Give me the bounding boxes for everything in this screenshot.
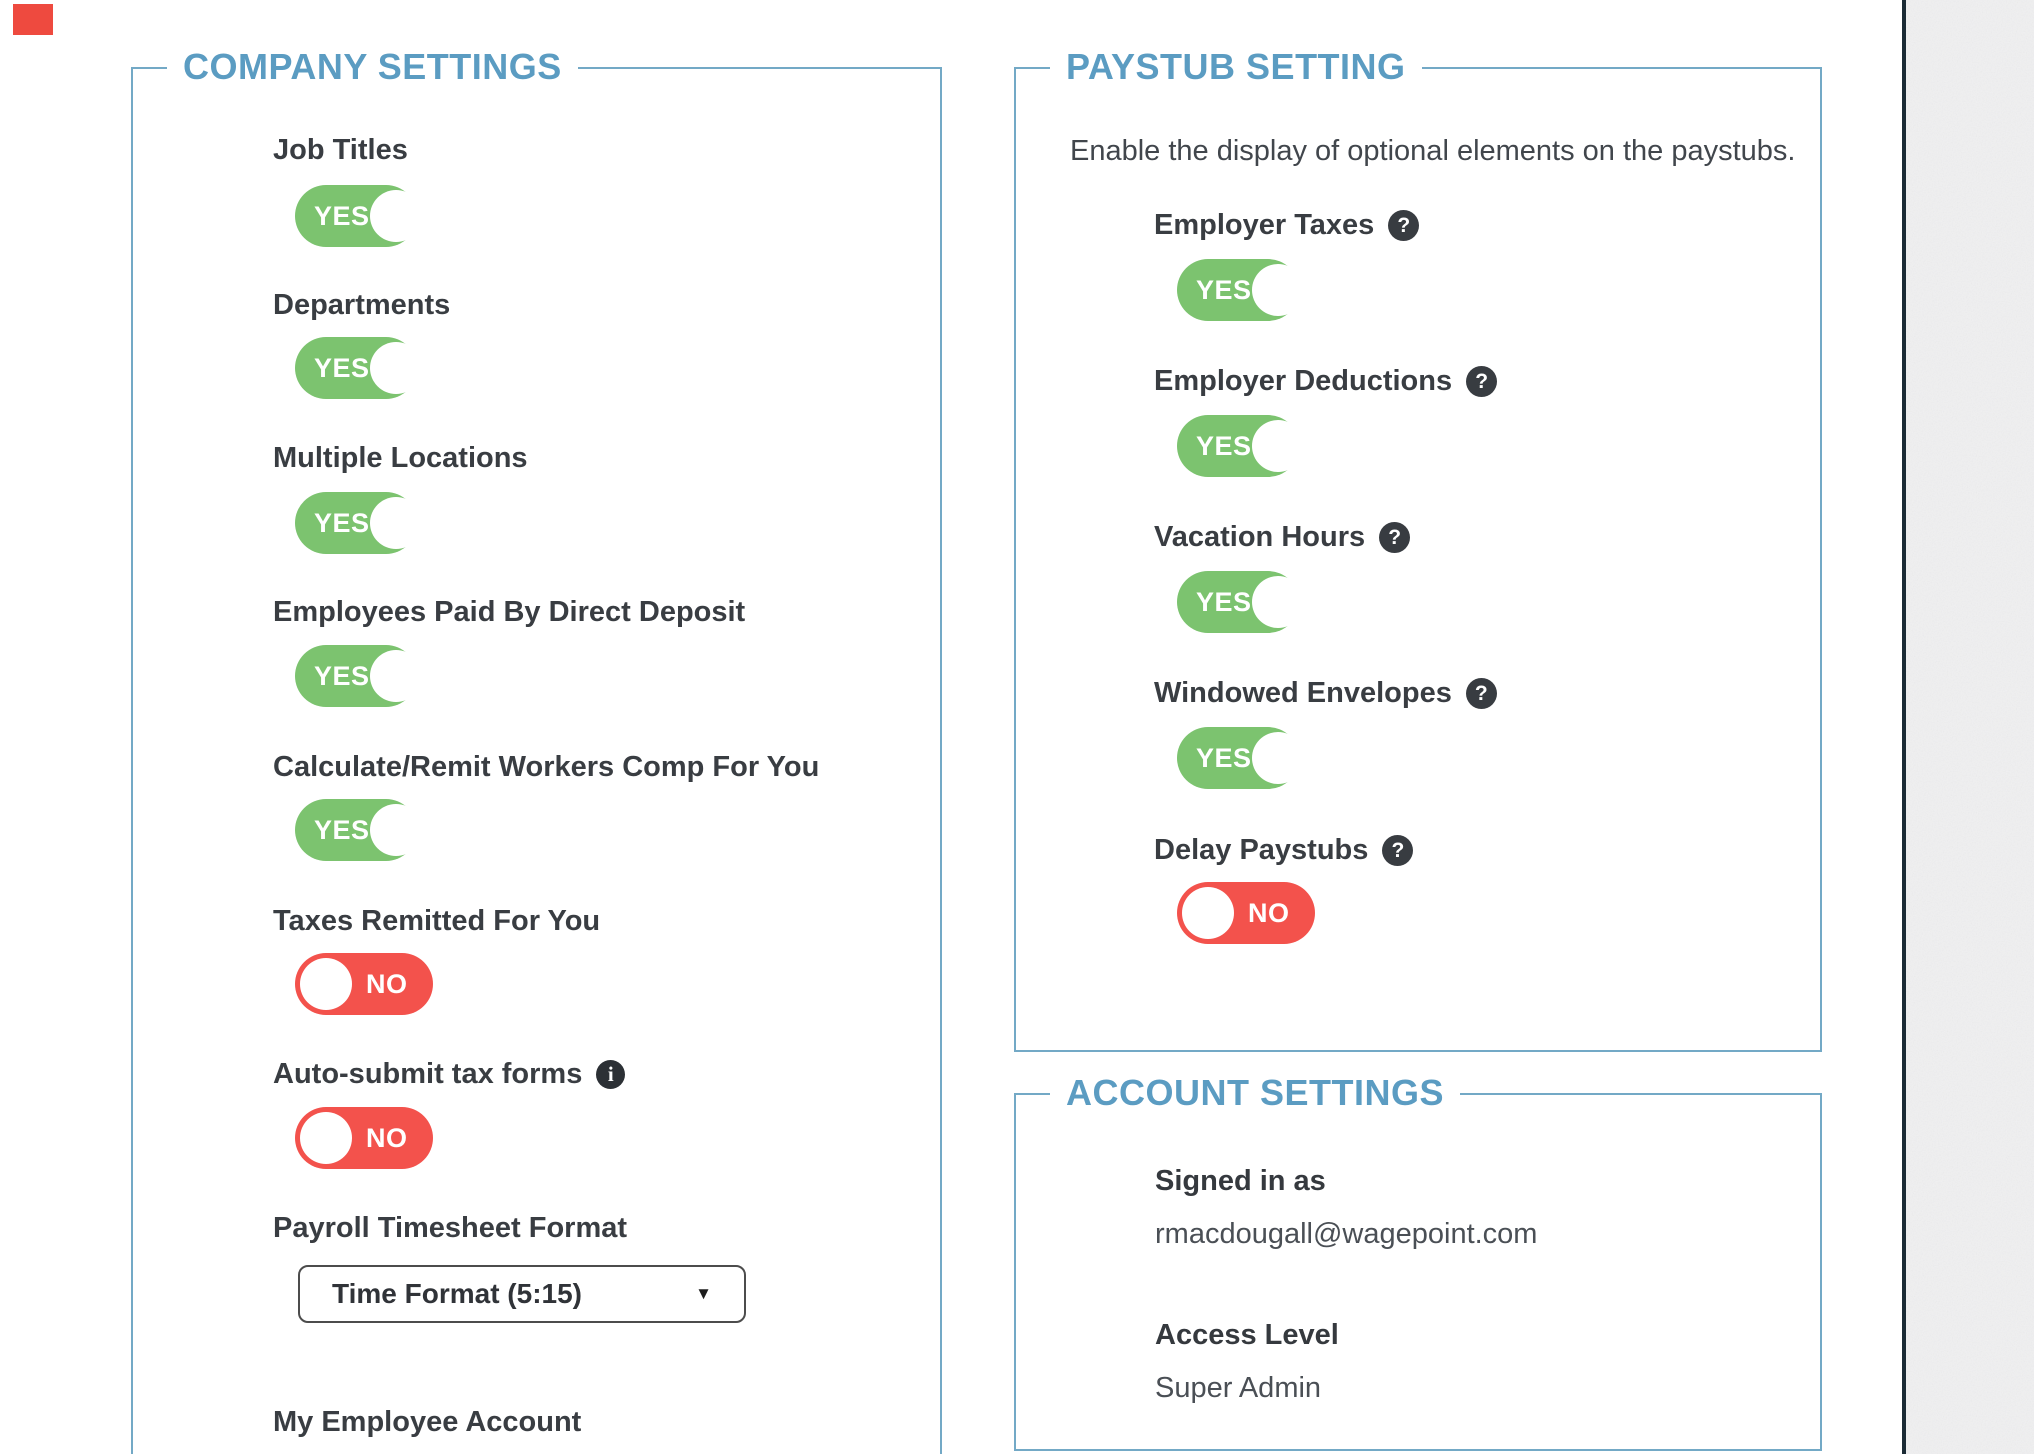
help-icon[interactable]: ?: [1466, 365, 1498, 397]
toggle-knob: [1251, 576, 1304, 628]
direct-deposit-label: Employees Paid By Direct Deposit: [273, 596, 746, 628]
help-icon[interactable]: ?: [1388, 209, 1420, 241]
company-settings-title: COMPANY SETTINGS: [167, 45, 578, 89]
account-settings-title: ACCOUNT SETTINGS: [1050, 1071, 1461, 1115]
delay-paystubs-toggle[interactable]: NO: [1177, 882, 1315, 944]
auto-submit-toggle[interactable]: NO: [295, 1107, 433, 1169]
toggle-state-label: NO: [366, 968, 408, 999]
timesheet-format-value: Time Format (5:15): [332, 1278, 582, 1309]
company-settings-panel: COMPANY SETTINGS: [131, 45, 942, 1454]
vacation-hours-label: Vacation Hours ?: [1154, 517, 1411, 557]
employer-deductions-toggle[interactable]: YES: [1177, 415, 1304, 477]
timesheet-format-label: Payroll Timesheet Format: [273, 1212, 628, 1244]
toggle-state-label: YES: [1196, 430, 1252, 461]
toggle-knob: [369, 190, 422, 242]
toggle-knob: [300, 1112, 352, 1164]
access-level-label: Access Level: [1155, 1319, 1339, 1351]
signed-in-as-label: Signed in as: [1155, 1165, 1326, 1197]
paystub-description: Enable the display of optional elements …: [1070, 135, 1796, 167]
toggle-knob: [1251, 732, 1304, 784]
toggle-state-label: NO: [1248, 897, 1290, 928]
toggle-knob: [300, 958, 352, 1010]
toggle-state-label: YES: [314, 660, 370, 691]
access-level-value: Super Admin: [1155, 1372, 1322, 1404]
multiple-locations-toggle[interactable]: YES: [295, 492, 422, 554]
taxes-remitted-toggle[interactable]: NO: [295, 953, 433, 1015]
windowed-envelopes-toggle[interactable]: YES: [1177, 727, 1304, 789]
employer-deductions-label: Employer Deductions ?: [1154, 361, 1498, 401]
toggle-state-label: NO: [366, 1122, 408, 1153]
chevron-down-icon: ▼: [695, 1284, 712, 1303]
toggle-knob: [369, 342, 422, 394]
employer-taxes-label: Employer Taxes ?: [1154, 205, 1420, 245]
workers-comp-label: Calculate/Remit Workers Comp For You: [273, 751, 820, 783]
job-titles-label: Job Titles: [273, 134, 408, 166]
timesheet-format-select[interactable]: Time Format (5:15) ▼: [298, 1265, 746, 1323]
job-titles-toggle[interactable]: YES: [295, 185, 422, 247]
help-icon[interactable]: ?: [1382, 834, 1414, 866]
paystub-setting-panel: PAYSTUB SETTING: [1014, 45, 1822, 1052]
help-icon[interactable]: ?: [1379, 521, 1411, 553]
my-employee-account-label: My Employee Account: [273, 1406, 582, 1438]
account-settings-panel: ACCOUNT SETTINGS: [1014, 1071, 1822, 1451]
page-edge-divider: [1902, 0, 1906, 1454]
toggle-knob: [1251, 264, 1304, 316]
departments-toggle[interactable]: YES: [295, 337, 422, 399]
delay-paystubs-label: Delay Paystubs ?: [1154, 830, 1414, 870]
taxes-remitted-label: Taxes Remitted For You: [273, 905, 601, 937]
toggle-knob: [369, 650, 422, 702]
toggle-state-label: YES: [314, 200, 370, 231]
direct-deposit-toggle[interactable]: YES: [295, 645, 422, 707]
workers-comp-toggle[interactable]: YES: [295, 799, 422, 861]
toggle-state-label: YES: [314, 814, 370, 845]
background-texture: [1906, 0, 2034, 1454]
info-icon[interactable]: i: [596, 1059, 626, 1089]
signed-in-as-value: rmacdougall@wagepoint.com: [1155, 1218, 1538, 1250]
toggle-knob: [1182, 887, 1234, 939]
toggle-knob: [369, 804, 422, 856]
toggle-state-label: YES: [1196, 586, 1252, 617]
vacation-hours-toggle[interactable]: YES: [1177, 571, 1304, 633]
auto-submit-label: Auto-submit tax forms i: [273, 1054, 626, 1094]
employer-taxes-toggle[interactable]: YES: [1177, 259, 1304, 321]
toggle-state-label: YES: [1196, 742, 1252, 773]
windowed-envelopes-label: Windowed Envelopes ?: [1154, 673, 1497, 713]
multiple-locations-label: Multiple Locations: [273, 442, 528, 474]
toggle-state-label: YES: [314, 352, 370, 383]
corner-marker: [13, 4, 53, 35]
toggle-knob: [369, 497, 422, 549]
toggle-knob: [1251, 420, 1304, 472]
toggle-state-label: YES: [1196, 274, 1252, 305]
help-icon[interactable]: ?: [1465, 677, 1497, 709]
paystub-setting-title: PAYSTUB SETTING: [1050, 45, 1422, 89]
departments-label: Departments: [273, 289, 451, 321]
toggle-state-label: YES: [314, 507, 370, 538]
